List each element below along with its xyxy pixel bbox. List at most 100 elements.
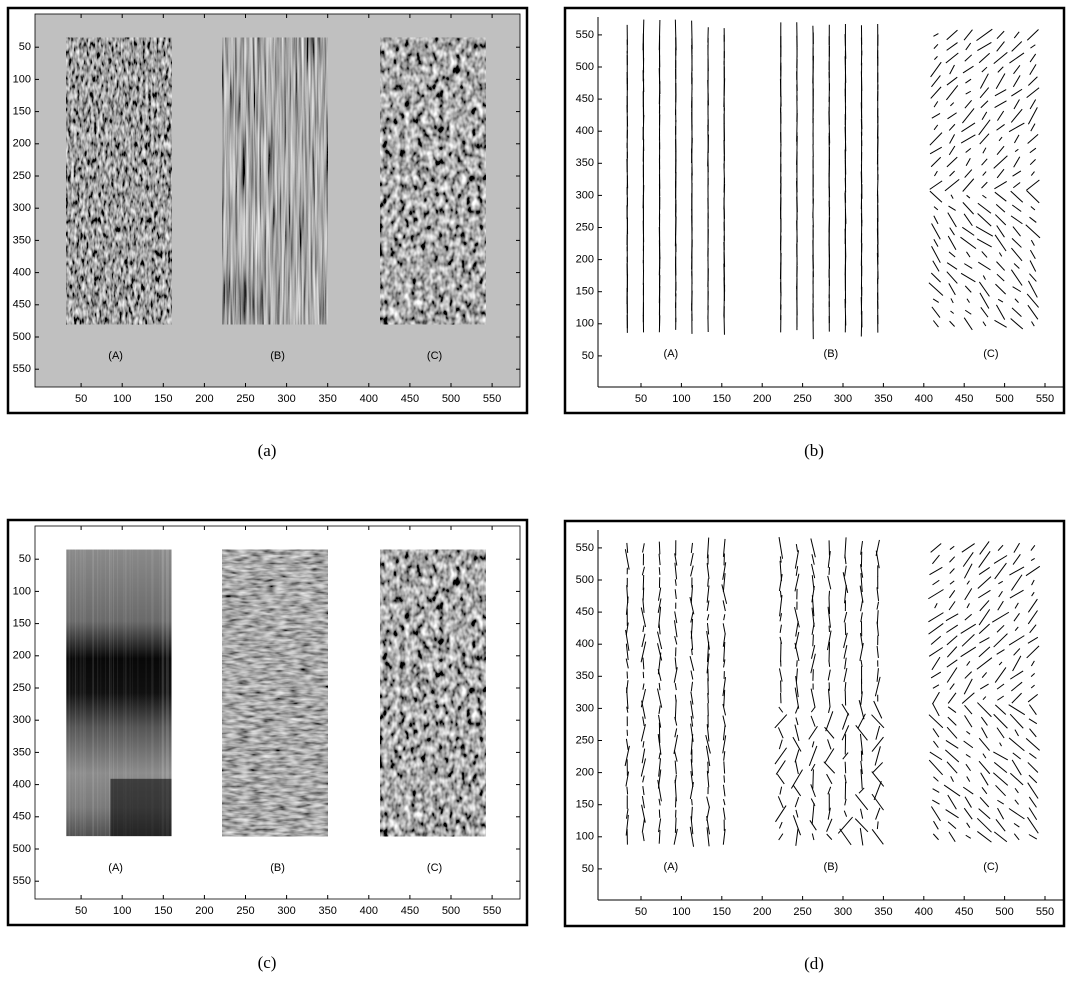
flow-segment [1029,775,1037,783]
flow-segment [994,634,1008,647]
flow-segment [947,660,957,667]
image-region [110,779,171,836]
flow-segment [675,728,677,737]
flow-segment [828,576,831,589]
flow-segment [659,830,660,844]
flow-segment [965,79,971,83]
flow-segment [1028,783,1038,799]
y-tick-label: 150 [576,286,594,298]
flow-segment [976,29,992,40]
y-tick-label: 250 [576,221,594,233]
y-tick-label: 500 [13,331,31,343]
flow-segment [994,762,1007,772]
flow-segment [1029,719,1037,724]
flow-segment [978,214,992,227]
flow-segment [977,703,991,717]
flow-segment [827,774,832,784]
x-tick-label: 50 [75,393,87,405]
flow-segment [827,834,832,840]
flow-segment [643,575,644,590]
flow-segment [796,566,797,576]
flow-segment [951,298,953,302]
flow-segment [979,809,991,819]
flow-segment [825,748,834,763]
flow-segment [1015,299,1019,303]
flow-segment [934,216,938,224]
flow-segment [946,740,958,748]
flow-segment [643,543,645,552]
region-label: (B) [824,861,839,873]
flow-segment [979,567,990,574]
flow-segment [658,780,662,801]
flow-segment [844,612,847,622]
flow-segment [872,829,883,844]
flow-segment [967,603,969,608]
x-tick-label: 550 [483,393,501,405]
flow-segment [979,638,989,643]
flow-segment [1009,53,1024,63]
flow-segment [933,834,938,840]
flow-segment [707,797,710,808]
flow-segment [1027,646,1039,658]
flow-segment [933,777,938,782]
flow-segment [980,600,989,610]
flow-segment [949,590,954,598]
flow-segment [1012,42,1022,52]
flow-segment [950,684,955,690]
flow-segment [675,775,676,783]
x-tick-label: 400 [915,906,933,918]
y-tick-label: 500 [576,574,594,586]
flow-segment [1012,760,1021,775]
flow-segment [977,818,991,832]
flow-segment [994,52,1008,63]
flow-segment [855,819,868,832]
x-tick-label: 450 [955,393,973,405]
flow-segment [934,171,937,176]
flow-segment [643,776,645,783]
flow-segment [949,557,954,563]
flow-segment [996,74,1005,89]
flow-segment [797,660,798,666]
flow-segment [659,683,660,690]
flow-segment [930,133,942,146]
flow-segment [643,683,644,689]
x-tick-label: 200 [195,393,213,405]
x-tick-label: 250 [793,906,811,918]
flow-segment [706,735,711,753]
flow-segment [929,760,942,775]
flow-segment [981,727,987,738]
flow-segment [813,769,814,788]
image-streak [92,550,93,837]
flow-segment [1029,705,1036,715]
flow-segment [828,670,830,681]
flow-segment [948,822,956,829]
flow-segment [1011,319,1023,330]
flow-segment [933,299,939,303]
flow-segment [976,227,993,237]
y-tick-label: 350 [576,157,594,169]
flow-segment [860,828,863,845]
flow-segment [1013,75,1020,87]
flow-segment [978,577,991,589]
flow-segment [979,53,990,63]
flow-segment [1028,107,1037,124]
y-tick-label: 450 [576,93,594,105]
flow-segment [929,623,944,634]
image-streak [97,550,98,837]
flow-segment [791,770,802,789]
flow-segment [950,321,955,326]
flow-segment [659,799,660,806]
flow-segment [1012,205,1021,211]
flow-segment [994,556,1007,564]
flow-segment [932,800,939,804]
flow-segment [641,758,645,776]
flow-segment [947,667,957,682]
flow-segment [779,740,782,749]
x-tick-label: 500 [442,905,460,917]
flow-segment [643,833,644,841]
flow-segment [997,111,1003,121]
flow-segment [1009,808,1024,818]
flow-segment [775,715,787,728]
flow-segment [1026,738,1040,750]
